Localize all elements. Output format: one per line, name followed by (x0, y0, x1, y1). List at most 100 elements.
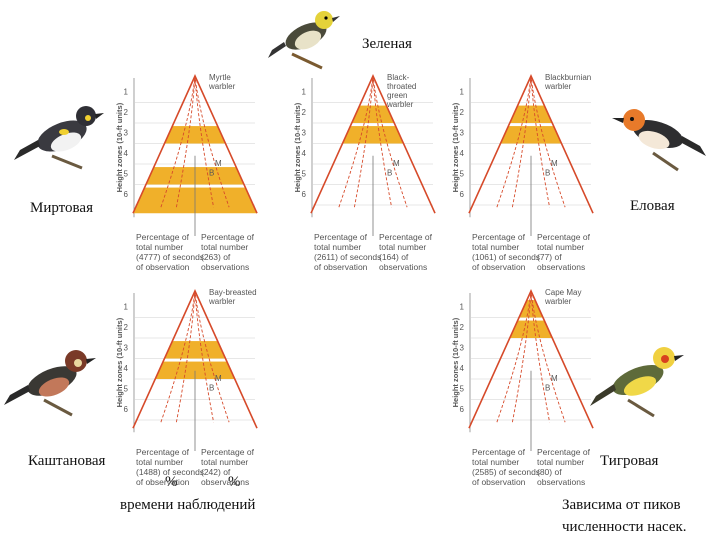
zone-tick-label: 5 (460, 384, 465, 393)
zone-tick-label: 1 (460, 87, 465, 96)
marker-b: B (545, 383, 550, 392)
warbler-panel: Height zones (10-ft units) 1 2 3 4 5 6 M B Myrtle… (100, 70, 265, 272)
species-title: Black-throated green warbler (386, 73, 416, 109)
marker-m: M (551, 374, 558, 383)
shaded-zone (469, 105, 593, 123)
zone-tick-label: 6 (302, 190, 307, 199)
zone-tick-label: 3 (302, 128, 307, 137)
left-caption: Percentage of total number (1488) of sec… (136, 447, 205, 487)
zone-diagram: Height zones (10-ft units)1 2 3 4 5 6 MB Bay-br… (115, 288, 258, 451)
species-title: Myrtle warbler (208, 73, 236, 91)
foliage-density-curve (175, 75, 215, 208)
percent-sign-left: % (165, 474, 178, 490)
label-myrtle-warbler: Миртовая (30, 200, 93, 216)
shaded-zone (133, 126, 257, 144)
zone-diagram: Height zones (10-ft units)1 2 3 4 5 6 MB Black-… (293, 73, 436, 236)
species-title: Blackburnian warbler (544, 73, 591, 91)
right-caption: Percentage of total number (164) of obse… (379, 232, 432, 272)
zone-tick-label: 6 (124, 405, 129, 414)
y-axis-label: Height zones (10-ft units) (451, 102, 460, 192)
y-axis-label: Height zones (10-ft units) (293, 102, 302, 192)
zone-tick-label: 5 (124, 384, 129, 393)
zone-tick-label: 6 (460, 190, 465, 199)
zone-tick-label: 2 (124, 108, 129, 117)
left-caption: Percentage of total number (4777) of sec… (136, 232, 205, 272)
myrtle-warbler-bird-icon (14, 106, 104, 170)
warbler-panel: Height zones (10-ft units) 1 2 3 4 5 6 M B Black-… (278, 70, 443, 272)
zone-tick-label: 3 (124, 128, 129, 137)
right-caption: Percentage of total number (263) of obse… (201, 232, 254, 272)
label-observation-time: времени наблюдений (120, 497, 256, 513)
right-caption: Percentage of total number (242) of obse… (201, 447, 254, 487)
zone-tick-label: 4 (302, 149, 307, 158)
marker-m: M (551, 159, 558, 168)
marker-b: B (387, 168, 392, 177)
foliage-density-curve (353, 75, 393, 208)
tiger-warbler-bird-icon (590, 347, 684, 418)
label-depends-on-insects-2: численности насек. (562, 519, 687, 535)
left-caption: Percentage of total number (1061) of sec… (472, 232, 541, 272)
marker-m: M (215, 374, 222, 383)
zone-diagram: Height zones (10-ft units)1 2 3 4 5 6 MB Blackb… (451, 73, 594, 236)
zone-tick-label: 2 (124, 323, 129, 332)
label-spruce-warbler: Еловая (630, 198, 675, 214)
zone-tick-label: 1 (460, 302, 465, 311)
label-green-warbler: Зеленая (362, 36, 412, 52)
foliage-density-curve (511, 290, 551, 423)
shaded-zone (311, 105, 435, 123)
zone-tick-label: 2 (460, 108, 465, 117)
marker-m: M (393, 159, 400, 168)
zone-tick-label: 5 (302, 169, 307, 178)
zone-tick-label: 2 (302, 108, 307, 117)
percent-sign-right: % (228, 474, 241, 490)
marker-b: B (545, 168, 550, 177)
y-axis-label: Height zones (10-ft units) (115, 317, 124, 407)
zone-tick-label: 3 (460, 128, 465, 137)
zone-tick-label: 1 (124, 87, 129, 96)
left-caption: Percentage of total number (2585) of sec… (472, 447, 541, 487)
green-warbler-bird-icon (268, 11, 340, 70)
zone-tick-label: 1 (124, 302, 129, 311)
chestnut-warbler-bird-icon (4, 350, 96, 417)
y-axis-label: Height zones (10-ft units) (451, 317, 460, 407)
marker-b: B (209, 168, 214, 177)
marker-m: M (215, 159, 222, 168)
foliage-density-curve (511, 75, 551, 208)
species-title: Cape May warbler (544, 288, 581, 306)
zone-tick-label: 2 (460, 323, 465, 332)
spruce-warbler-bird-icon (612, 109, 706, 172)
zone-tick-label: 6 (460, 405, 465, 414)
shaded-zone (469, 300, 593, 318)
label-chestnut-warbler: Каштановая (28, 453, 106, 469)
label-tiger-warbler: Тигровая (600, 453, 659, 469)
zone-tick-label: 4 (460, 364, 465, 373)
zone-tick-label: 4 (124, 364, 129, 373)
zone-tick-label: 5 (460, 169, 465, 178)
marker-b: B (209, 383, 214, 392)
y-axis-label: Height zones (10-ft units) (115, 102, 124, 192)
zone-diagram: Height zones (10-ft units)1 2 3 4 5 6 MB Cape M… (451, 288, 594, 451)
zone-tick-label: 6 (124, 190, 129, 199)
shaded-zone (311, 126, 435, 144)
zone-tick-label: 1 (302, 87, 307, 96)
left-caption: Percentage of total number (2611) of sec… (314, 232, 382, 272)
label-depends-on-insects-1: Зависима от пиков (562, 497, 681, 513)
zone-tick-label: 4 (124, 149, 129, 158)
warbler-panel: Height zones (10-ft units) 1 2 3 4 5 6 M B Cape M… (436, 285, 601, 487)
shaded-zone (133, 361, 257, 379)
zone-tick-label: 4 (460, 149, 465, 158)
warbler-panel: Height zones (10-ft units) 1 2 3 4 5 6 M B Bay-br… (100, 285, 265, 487)
shaded-zone (469, 126, 593, 144)
warbler-panel: Height zones (10-ft units) 1 2 3 4 5 6 M B Blackb… (436, 70, 601, 272)
zone-tick-label: 5 (124, 169, 129, 178)
foliage-density-curve (175, 290, 215, 423)
species-title: Bay-breasted warbler (208, 288, 257, 306)
shaded-zone (469, 320, 593, 338)
zone-tick-label: 3 (460, 343, 465, 352)
shaded-zone (133, 341, 257, 359)
zone-tick-label: 3 (124, 343, 129, 352)
right-caption: Percentage of total number (80) of obser… (537, 447, 590, 487)
right-caption: Percentage of total number (77) of obser… (537, 232, 590, 272)
zone-diagram: Height zones (10-ft units)1 2 3 4 5 6 MB Myrtle… (115, 73, 258, 236)
